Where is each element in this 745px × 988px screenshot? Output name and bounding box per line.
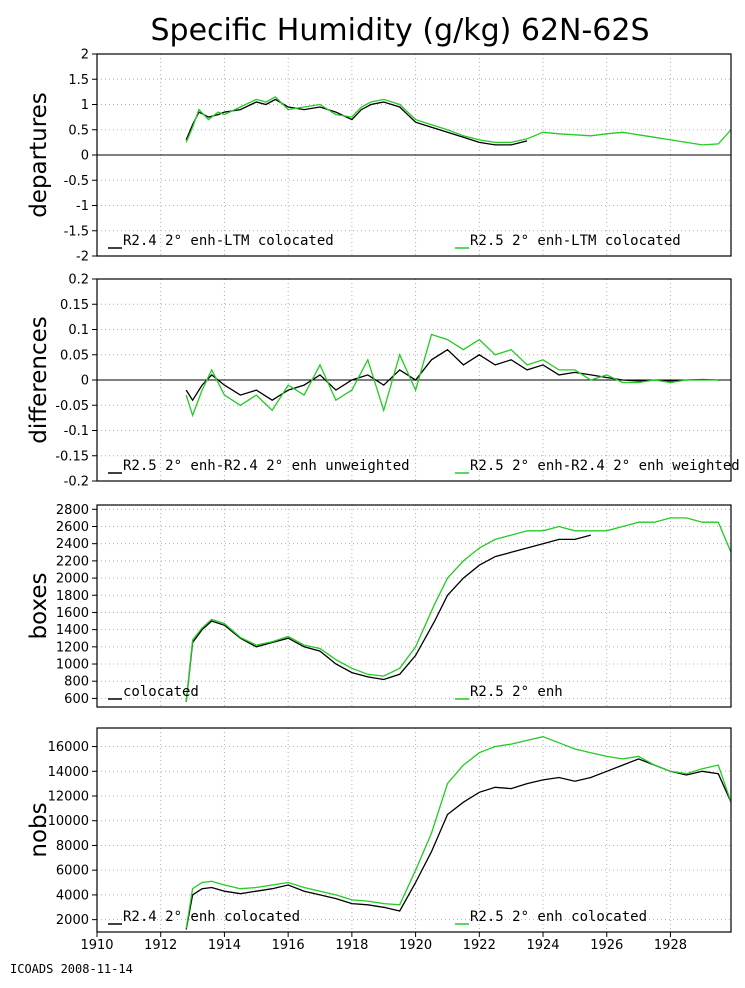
y-tick-label: 0.15: [60, 298, 89, 313]
series-line-1: [185, 98, 528, 146]
series-line-2: [185, 736, 732, 929]
legend-label-2: R2.5 2° enh-R2.4 2° enh weighted: [470, 458, 740, 474]
y-tick-label: -0.5: [64, 174, 89, 189]
y-tick-label: 0.5: [68, 123, 89, 138]
y-tick-label: 0.05: [60, 348, 89, 363]
y-tick-label: 0.1: [68, 323, 89, 338]
y-axis-label: differences: [26, 316, 52, 443]
y-tick-label: 1000: [56, 658, 89, 673]
series-line-2: [185, 333, 719, 418]
x-tick-label: 1916: [272, 938, 305, 953]
y-tick-label: 12000: [48, 790, 89, 805]
series-line-1: [185, 348, 719, 402]
legend-label-1: R2.5 2° enh-R2.4 2° enh unweighted: [123, 458, 410, 474]
y-tick-label: 1.5: [68, 73, 89, 88]
panel-differences: -0.2 -0.15 -0.1 -0.05 0 0.05 0.1 0.15 0.2 differe…: [26, 273, 740, 490]
footer-credit: ICOADS 2008-11-14: [10, 962, 133, 976]
x-tick-label: 1918: [335, 938, 368, 953]
y-tick-label: 2: [81, 48, 89, 63]
x-tick-label: 1920: [399, 938, 432, 953]
y-tick-label: -1.5: [64, 224, 89, 239]
y-tick-label: -1: [76, 199, 89, 214]
y-axis-label: boxes: [26, 572, 52, 639]
y-tick-label: 6000: [56, 864, 89, 879]
x-tick-label: 1926: [590, 938, 623, 953]
y-axis-label: departures: [26, 92, 52, 218]
y-tick-label: 0.2: [68, 273, 89, 288]
panel-boxes: 600 800 1000 1200 1400 1600 1800 2000 2200 2400 26…: [26, 503, 732, 708]
y-tick-label: 2000: [56, 913, 89, 928]
y-tick-label: 800: [64, 675, 89, 690]
x-tick-label: 1924: [526, 938, 559, 953]
legend-label-1: colocated: [123, 684, 199, 700]
panels-group: -2 -1.5 -1 -0.5 0 0.5 1 1.5 2 departures R2.4 2° e…: [26, 48, 740, 933]
panel-nobs: 2000 4000 6000 8000 10000 12000 14000 16000 nobs…: [26, 727, 732, 933]
y-axis-label: nobs: [26, 802, 52, 857]
y-tick-label: 1600: [56, 606, 89, 621]
y-tick-label: 2400: [56, 537, 89, 552]
x-tick-label: 1914: [208, 938, 241, 953]
x-tick-label: 1928: [654, 938, 687, 953]
legend-label-1: R2.4 2° enh-LTM colocated: [123, 233, 334, 249]
y-tick-label: 1400: [56, 623, 89, 638]
y-tick-label: 4000: [56, 888, 89, 903]
series-line-1: [185, 534, 591, 702]
panel-departures: -2 -1.5 -1 -0.5 0 0.5 1 1.5 2 departures R2.4 2° e…: [26, 48, 732, 265]
y-tick-label: 2000: [56, 572, 89, 587]
y-tick-label: -0.05: [55, 399, 89, 414]
x-tick-label: 1910: [80, 938, 113, 953]
y-tick-label: -2: [76, 250, 89, 265]
legend-label-2: R2.5 2° enh: [470, 684, 563, 700]
panel-frame: [96, 727, 732, 933]
panel-frame: [96, 504, 732, 708]
series-line-1: [185, 758, 732, 930]
y-tick-label: -0.1: [64, 424, 89, 439]
x-axis: 1910 1912 1914 1916 1918 1920 1922 1924 1926 1928: [80, 932, 687, 953]
y-tick-label: 14000: [48, 765, 89, 780]
y-tick-label: -0.2: [64, 475, 89, 490]
y-tick-label: -0.15: [55, 449, 89, 464]
y-tick-label: 0: [81, 149, 89, 164]
y-tick-label: 8000: [56, 839, 89, 854]
y-tick-label: 0: [81, 374, 89, 389]
y-tick-label: 1200: [56, 640, 89, 655]
x-tick-label: 1912: [144, 938, 177, 953]
y-tick-label: 1: [81, 98, 89, 113]
chart-title: Specific Humidity (g/kg) 62N-62S: [150, 13, 649, 48]
legend-label-2: R2.5 2° enh colocated: [470, 909, 647, 925]
series-line-2: [185, 96, 732, 146]
y-tick-label: 600: [64, 692, 89, 707]
legend-label-2: R2.5 2° enh-LTM colocated: [470, 233, 681, 249]
y-tick-label: 16000: [48, 740, 89, 755]
x-tick-label: 1922: [463, 938, 496, 953]
y-tick-label: 2600: [56, 520, 89, 535]
y-tick-label: 10000: [48, 814, 89, 829]
y-tick-label: 2800: [56, 503, 89, 518]
y-tick-label: 1800: [56, 589, 89, 604]
legend-label-1: R2.4 2° enh colocated: [123, 909, 300, 925]
series-line-2: [185, 517, 732, 702]
y-tick-label: 2200: [56, 554, 89, 569]
